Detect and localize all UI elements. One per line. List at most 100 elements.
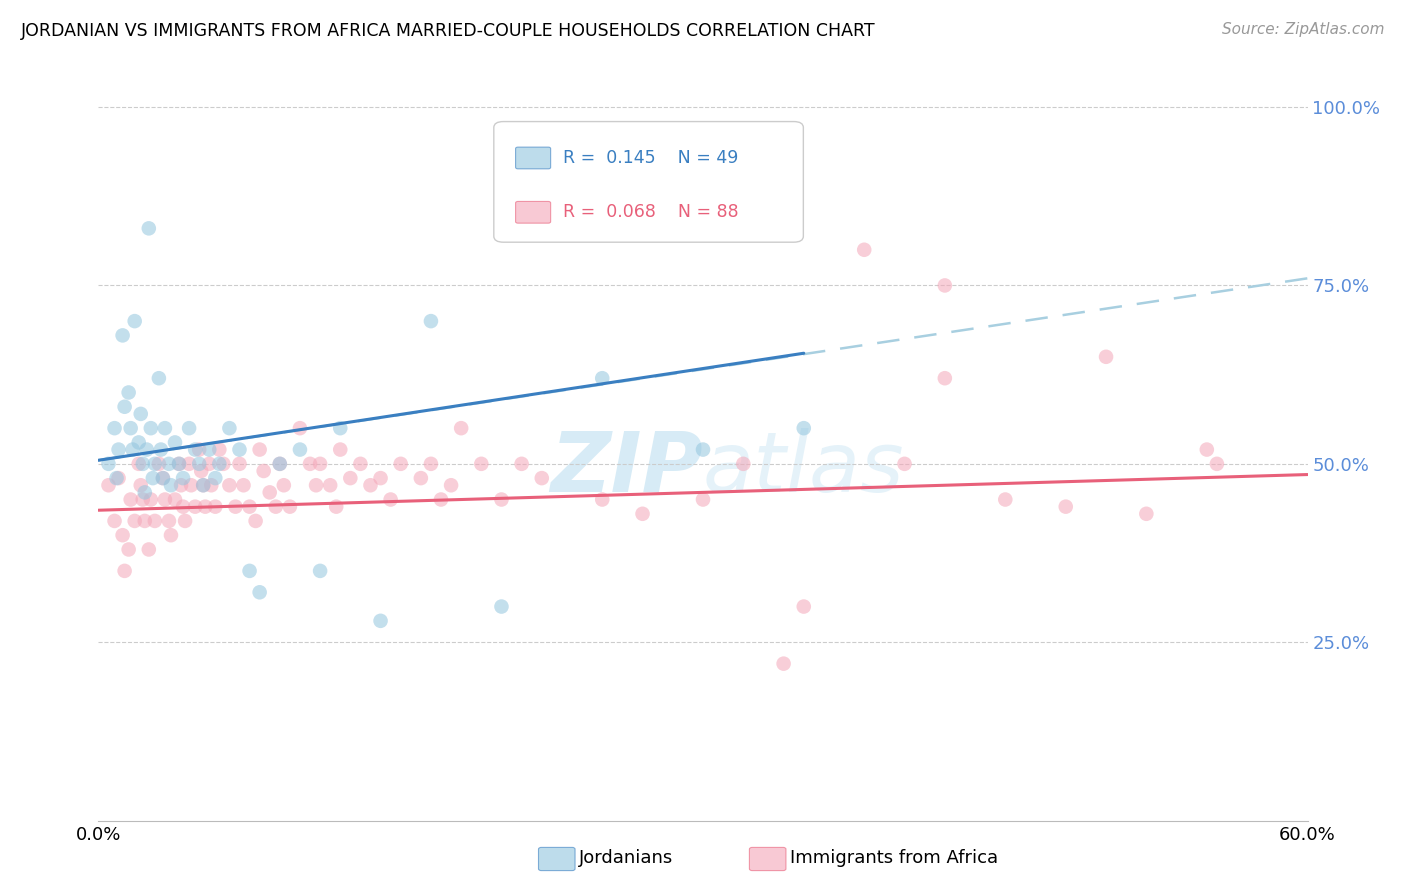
Point xyxy=(193,478,215,492)
Point xyxy=(264,500,287,514)
Point xyxy=(124,514,146,528)
Point xyxy=(105,471,128,485)
Point xyxy=(245,514,267,528)
Point xyxy=(107,471,129,485)
Point xyxy=(114,400,136,414)
Point xyxy=(1206,457,1229,471)
Point xyxy=(188,442,211,457)
Text: ZIP: ZIP xyxy=(550,428,703,509)
FancyBboxPatch shape xyxy=(516,147,551,169)
Point xyxy=(134,514,156,528)
Point xyxy=(174,514,197,528)
Point xyxy=(224,500,246,514)
Point xyxy=(170,478,193,492)
Point xyxy=(179,421,201,435)
Point xyxy=(111,528,134,542)
Point xyxy=(157,514,180,528)
Point xyxy=(793,599,815,614)
Point xyxy=(120,421,142,435)
Point xyxy=(273,478,295,492)
Point xyxy=(309,457,332,471)
Point xyxy=(118,542,141,557)
Point xyxy=(97,457,120,471)
Point xyxy=(212,457,235,471)
Point xyxy=(179,457,201,471)
Point xyxy=(430,492,453,507)
Point xyxy=(994,492,1017,507)
Point xyxy=(188,457,211,471)
Point xyxy=(121,442,143,457)
Point xyxy=(184,442,207,457)
Point xyxy=(1095,350,1118,364)
Point xyxy=(733,457,755,471)
Point xyxy=(325,500,347,514)
Point xyxy=(278,500,301,514)
Point xyxy=(163,492,186,507)
Point xyxy=(259,485,281,500)
Point xyxy=(1135,507,1157,521)
Point xyxy=(134,485,156,500)
Point xyxy=(152,471,174,485)
Point xyxy=(149,442,172,457)
Point xyxy=(239,564,262,578)
Point xyxy=(232,478,254,492)
Point xyxy=(194,500,217,514)
Point xyxy=(163,435,186,450)
Point xyxy=(339,471,361,485)
Point xyxy=(160,528,183,542)
Text: atlas: atlas xyxy=(703,428,904,509)
Point xyxy=(591,492,613,507)
Point xyxy=(218,421,240,435)
Point xyxy=(180,478,202,492)
Point xyxy=(153,492,176,507)
Point xyxy=(190,464,212,478)
Point xyxy=(135,442,157,457)
Point xyxy=(491,492,513,507)
Point xyxy=(249,585,271,599)
Point xyxy=(129,478,152,492)
Point xyxy=(793,421,815,435)
Point xyxy=(148,457,170,471)
Point xyxy=(440,478,463,492)
Point xyxy=(299,457,322,471)
Point xyxy=(111,328,134,343)
Text: Jordanians: Jordanians xyxy=(579,849,673,867)
Point xyxy=(139,492,162,507)
Point xyxy=(288,442,311,457)
Point xyxy=(204,471,226,485)
Point xyxy=(228,457,250,471)
Point xyxy=(692,492,714,507)
Point xyxy=(148,371,170,385)
Point xyxy=(249,442,271,457)
FancyBboxPatch shape xyxy=(494,121,803,243)
Point xyxy=(591,371,613,385)
Point xyxy=(184,500,207,514)
Point xyxy=(107,442,129,457)
Point xyxy=(103,514,125,528)
Point xyxy=(934,371,956,385)
Text: R =  0.068    N = 88: R = 0.068 N = 88 xyxy=(562,203,738,221)
Point xyxy=(157,457,180,471)
Text: Source: ZipAtlas.com: Source: ZipAtlas.com xyxy=(1222,22,1385,37)
Point xyxy=(380,492,402,507)
Point xyxy=(97,478,120,492)
Text: Immigrants from Africa: Immigrants from Africa xyxy=(790,849,998,867)
Point xyxy=(269,457,291,471)
Point xyxy=(128,457,150,471)
Point xyxy=(370,614,392,628)
Point xyxy=(631,507,654,521)
Point xyxy=(118,385,141,400)
Point xyxy=(143,514,166,528)
Point xyxy=(103,421,125,435)
Point xyxy=(114,564,136,578)
Point xyxy=(132,457,155,471)
Point xyxy=(1054,500,1077,514)
Point xyxy=(329,442,352,457)
Point xyxy=(420,457,443,471)
Point xyxy=(228,442,250,457)
Point xyxy=(239,500,262,514)
Point xyxy=(153,421,176,435)
FancyBboxPatch shape xyxy=(516,202,551,223)
Text: JORDANIAN VS IMMIGRANTS FROM AFRICA MARRIED-COUPLE HOUSEHOLDS CORRELATION CHART: JORDANIAN VS IMMIGRANTS FROM AFRICA MARR… xyxy=(21,22,876,40)
Point xyxy=(193,478,215,492)
